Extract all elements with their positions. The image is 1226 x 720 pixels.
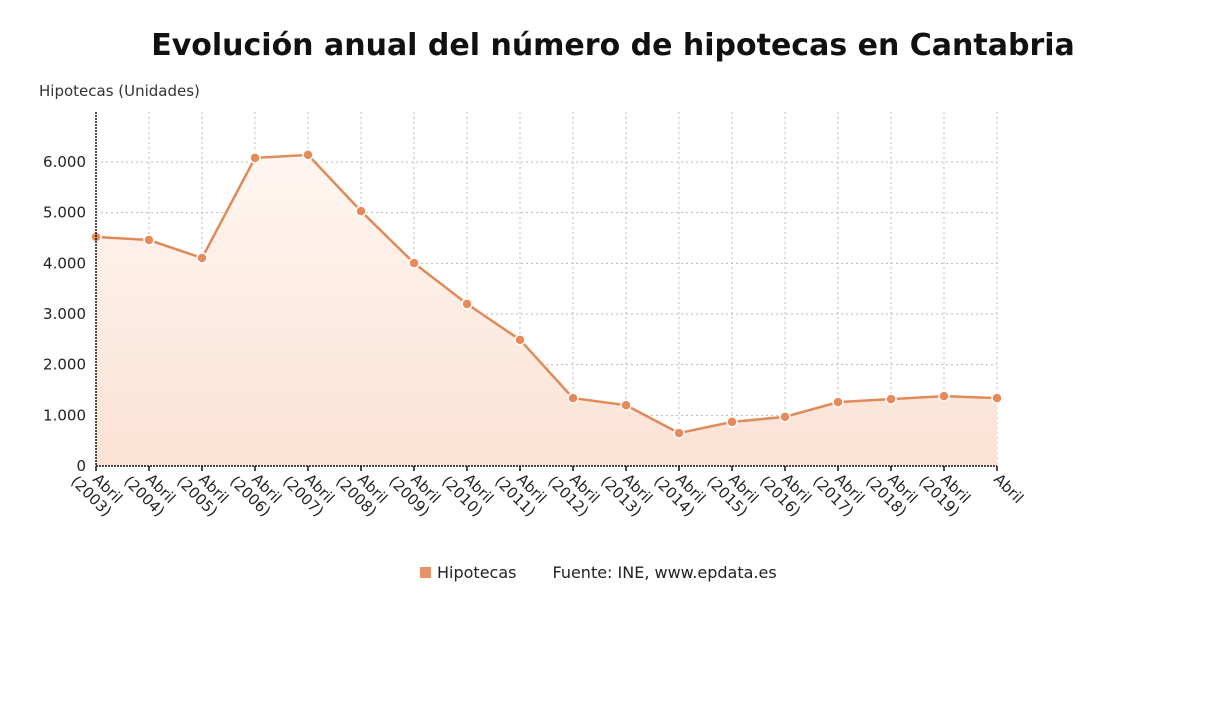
data-point xyxy=(249,152,261,164)
data-point xyxy=(620,399,632,411)
data-point xyxy=(143,234,155,246)
y-tick-label: 4.000 xyxy=(43,254,86,272)
legend-label: Hipotecas xyxy=(437,563,517,582)
y-tick-label: 6.000 xyxy=(43,153,86,171)
data-point xyxy=(408,257,420,269)
x-tick-label: Abril(2006) xyxy=(226,460,286,520)
legend-swatch-icon xyxy=(420,567,431,578)
data-point xyxy=(885,393,897,405)
chart-title: Evolución anual del número de hipotecas … xyxy=(151,28,1075,63)
x-tick-label: Abril(2010) xyxy=(438,460,498,520)
data-point xyxy=(779,411,791,423)
x-tick-label: Abril(2019) xyxy=(915,460,975,520)
x-tick-label: Abril(2015) xyxy=(703,460,763,520)
x-tick-label: Abril(2014) xyxy=(650,460,710,520)
data-point xyxy=(991,392,1003,404)
x-tick-label: Abril(2008) xyxy=(332,460,392,520)
x-tick-label: Abril(2009) xyxy=(385,460,445,520)
x-tick-label: Abril(2012) xyxy=(544,460,604,520)
data-point xyxy=(196,252,208,264)
data-point xyxy=(938,390,950,402)
data-point xyxy=(673,427,685,439)
y-tick-label: 3.000 xyxy=(43,305,86,323)
x-tick-label: Abril(2018) xyxy=(862,460,922,520)
x-tick-label: Abril(2017) xyxy=(809,460,869,520)
data-point xyxy=(832,396,844,408)
legend: Hipotecas Fuente: INE, www.epdata.es xyxy=(420,563,777,582)
y-tick-label: 5.000 xyxy=(43,204,86,222)
x-tick-label: Abril(2011) xyxy=(491,460,551,520)
data-point xyxy=(567,392,579,404)
x-tick-label: Abril(2007) xyxy=(279,460,339,520)
x-tick-label: Abril(2005) xyxy=(173,460,233,520)
y-axis-label: Hipotecas (Unidades) xyxy=(39,82,200,100)
y-tick-label: 0 xyxy=(76,457,86,475)
data-point xyxy=(514,334,526,346)
x-tick-label: Abril(2004) xyxy=(120,460,180,520)
y-tick-label: 1.000 xyxy=(43,406,86,424)
data-point xyxy=(461,298,473,310)
y-tick-label: 2.000 xyxy=(43,356,86,374)
x-tick-label: Abril(2016) xyxy=(756,460,816,520)
data-point xyxy=(726,416,738,428)
x-tick-label: Abril xyxy=(990,470,1027,507)
data-point xyxy=(302,149,314,161)
source-note: Fuente: INE, www.epdata.es xyxy=(552,563,777,582)
data-point xyxy=(355,205,367,217)
x-tick-label: Abril(2013) xyxy=(597,460,657,520)
